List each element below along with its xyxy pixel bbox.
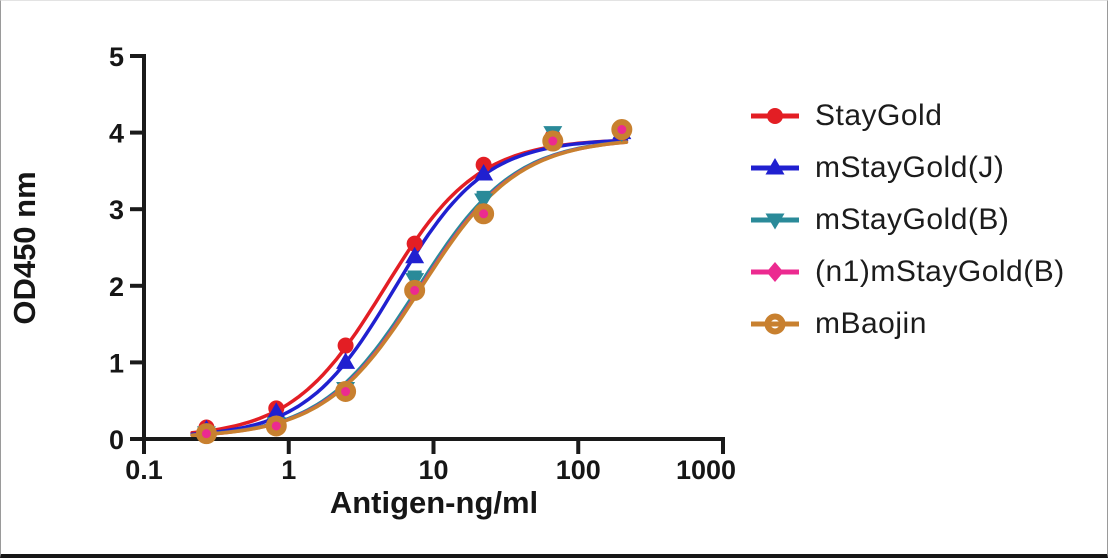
- data-point-open-circle: [335, 381, 357, 403]
- axes: [130, 54, 725, 454]
- legend-item-mbaojin: mBaojin: [749, 307, 1065, 340]
- y-tick-label: 5: [109, 42, 124, 72]
- legend-label: mStayGold(B): [815, 203, 1010, 236]
- y-tick-label: 0: [109, 425, 124, 455]
- x-tick-label: 1: [281, 455, 296, 485]
- legend: StayGold mStayGold(J) mStayGold(B) (n1)m…: [749, 99, 1065, 361]
- y-tick-label: 1: [109, 348, 124, 378]
- legend-item-staygold: StayGold: [749, 99, 1065, 132]
- data-point-open-circle: [265, 415, 287, 437]
- legend-marker-triangle-up-icon: [751, 158, 799, 175]
- data-point-open-circle: [404, 279, 426, 301]
- data-point-triangle-up: [405, 246, 425, 264]
- legend-marker-circle-icon: [751, 108, 799, 124]
- x-tick-label: 100: [556, 455, 601, 485]
- data-point-open-circle: [473, 203, 495, 225]
- data-point-open-circle: [195, 423, 217, 445]
- legend-label: (n1)mStayGold(B): [815, 255, 1065, 288]
- x-tick-label: 10: [418, 455, 448, 485]
- legend-label: mStayGold(J): [815, 151, 1005, 184]
- data-point-triangle-up: [266, 402, 286, 419]
- legend-item-mstaygold-b: mStayGold(B): [749, 203, 1065, 236]
- data-point-open-circle: [542, 130, 564, 152]
- tick-labels: 0 1 2 3 4 5 0.1 1 10 100 1000: [109, 42, 736, 485]
- legend-marker-triangle-down-icon: [751, 213, 799, 230]
- data-point-circle: [406, 235, 423, 252]
- legend-item-n1-mstaygold-b: (n1)mStayGold(B): [749, 255, 1065, 288]
- legend-label: StayGold: [815, 99, 943, 132]
- legend-marker-diamond-icon: [751, 262, 799, 282]
- data-point-open-circle: [611, 119, 633, 141]
- data-point-triangle-up: [765, 158, 785, 175]
- data-point-triangle-down: [474, 193, 494, 210]
- y-tick-label: 3: [109, 195, 124, 225]
- legend-item-mstaygold-j: mStayGold(J): [749, 151, 1065, 184]
- legend-label: mBaojin: [815, 307, 927, 340]
- fit-curve: [190, 140, 629, 437]
- x-tick-label: 1000: [676, 455, 736, 485]
- y-axis-title: OD450 nm: [7, 171, 42, 324]
- data-point-open-circle: [764, 313, 786, 335]
- y-tick-label: 4: [109, 119, 124, 149]
- data-point-circle: [767, 108, 783, 124]
- legend-marker-open-circle-icon: [751, 313, 799, 335]
- data-point-diamond: [766, 262, 784, 282]
- x-axis-title: Antigen-ng/ml: [330, 485, 538, 520]
- data-point-triangle-down: [765, 213, 785, 230]
- data-point-triangle-up: [336, 352, 356, 369]
- series-mBaojin: [195, 119, 633, 445]
- data-point-circle: [337, 337, 354, 354]
- x-tick-label: 0.1: [125, 455, 163, 485]
- y-tick-label: 2: [109, 272, 124, 302]
- data-point-triangle-up: [474, 163, 494, 181]
